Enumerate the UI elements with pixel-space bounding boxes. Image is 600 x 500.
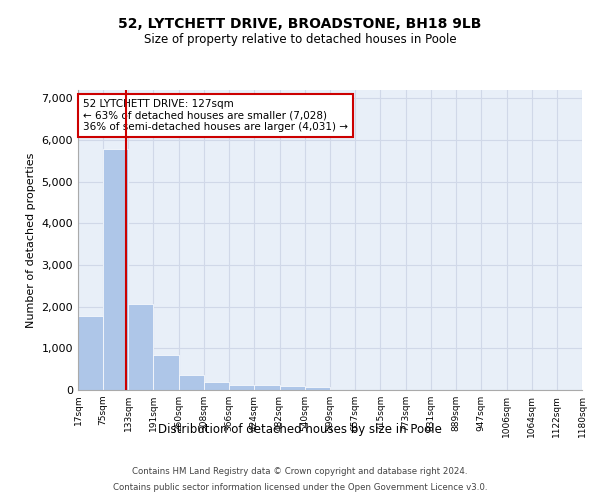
Bar xyxy=(280,386,305,390)
Bar xyxy=(229,385,254,390)
Bar xyxy=(78,316,103,390)
Bar xyxy=(128,304,154,390)
Bar xyxy=(103,149,128,390)
Y-axis label: Number of detached properties: Number of detached properties xyxy=(26,152,36,328)
Bar xyxy=(254,386,280,390)
Bar xyxy=(204,382,229,390)
Bar xyxy=(154,356,179,390)
Text: Distribution of detached houses by size in Poole: Distribution of detached houses by size … xyxy=(158,422,442,436)
Text: Size of property relative to detached houses in Poole: Size of property relative to detached ho… xyxy=(143,32,457,46)
Text: Contains public sector information licensed under the Open Government Licence v3: Contains public sector information licen… xyxy=(113,482,487,492)
Text: 52 LYTCHETT DRIVE: 127sqm
← 63% of detached houses are smaller (7,028)
36% of se: 52 LYTCHETT DRIVE: 127sqm ← 63% of detac… xyxy=(83,99,348,132)
Text: Contains HM Land Registry data © Crown copyright and database right 2024.: Contains HM Land Registry data © Crown c… xyxy=(132,468,468,476)
Bar xyxy=(305,387,330,390)
Bar xyxy=(179,376,204,390)
Text: 52, LYTCHETT DRIVE, BROADSTONE, BH18 9LB: 52, LYTCHETT DRIVE, BROADSTONE, BH18 9LB xyxy=(118,18,482,32)
